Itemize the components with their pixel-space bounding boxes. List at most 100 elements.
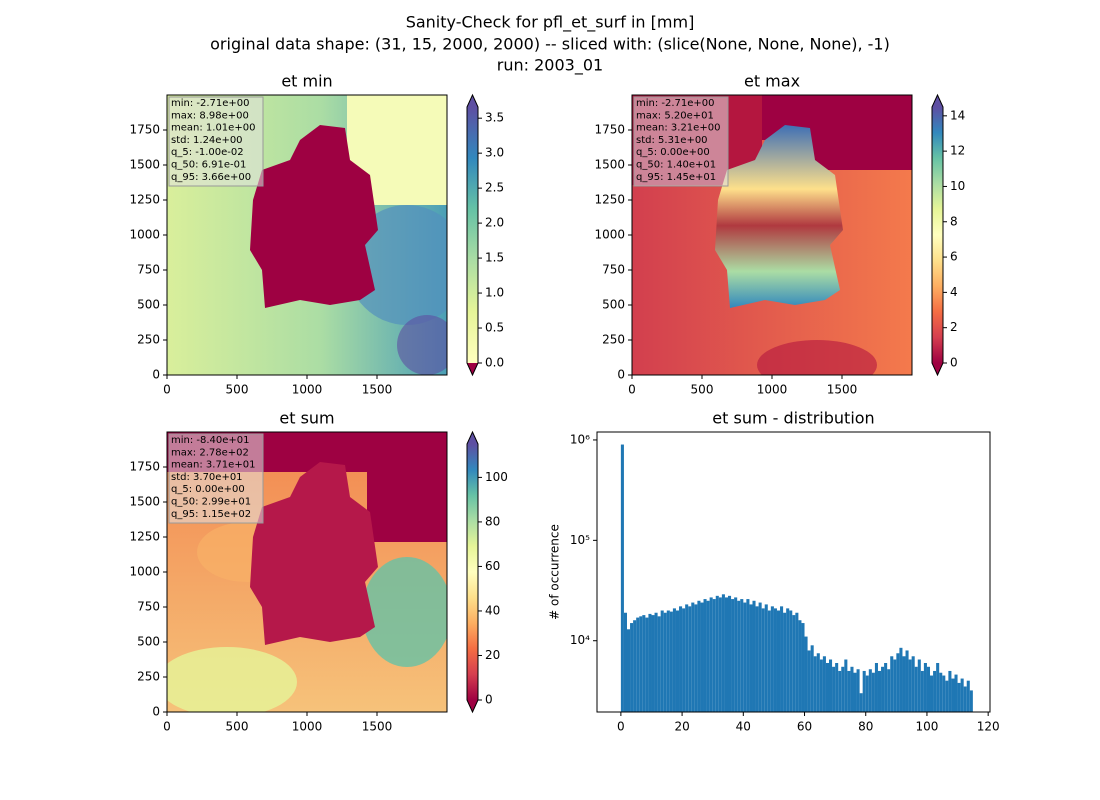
bar (715, 595, 719, 712)
bar (825, 662, 830, 712)
y-tick-label: 1000 (594, 228, 625, 242)
bar (648, 613, 652, 712)
colorbar-tick-label: 2.0 (485, 216, 504, 230)
bar (930, 675, 934, 712)
y-tick-label: 1250 (594, 193, 625, 207)
colorbar (467, 444, 478, 700)
bar (835, 662, 839, 712)
colorbar-tick-label: 12 (950, 144, 965, 158)
x-tick-label: 0 (163, 720, 171, 734)
colorbar-extend (932, 95, 943, 107)
bar (697, 600, 701, 712)
axis-title: et min (281, 72, 332, 91)
bar (954, 674, 958, 712)
bar (896, 653, 900, 712)
y-tick-label: 500 (137, 298, 160, 312)
colorbar-tick-label: 60 (485, 559, 500, 573)
x-tick-label: 1000 (292, 383, 323, 397)
bar (859, 693, 863, 712)
colorbar-tick-label: 10 (950, 179, 965, 193)
bar (874, 662, 878, 712)
bar (669, 611, 673, 712)
bar (936, 662, 940, 712)
bar (899, 647, 903, 712)
y-tick-label: 10⁶ (570, 432, 590, 446)
bar (807, 650, 811, 712)
axis-title: et sum - distribution (712, 409, 874, 428)
colorbar-extend (467, 700, 478, 712)
x-tick-label: 500 (691, 383, 714, 397)
bar (682, 608, 686, 712)
bar (801, 623, 805, 712)
stats-line: q_95: 1.15e+02 (171, 509, 251, 520)
bar (813, 656, 817, 712)
bar (816, 653, 820, 712)
bar (685, 604, 689, 712)
bar (966, 680, 970, 712)
heatmap-image (167, 95, 447, 375)
y-tick-label: 500 (137, 635, 160, 649)
colorbar-tick-label: 0.0 (485, 356, 504, 370)
bar (737, 600, 741, 712)
colorbar-extend (467, 363, 478, 375)
colorbar-extend (932, 363, 943, 375)
stats-line: q_95: 3.66e+00 (171, 172, 251, 183)
stats-line: q_50: 2.99e+01 (171, 497, 251, 508)
bar (822, 656, 826, 712)
y-tick-label: 0 (152, 368, 160, 382)
bar (660, 610, 664, 712)
x-tick-label: 0 (163, 383, 171, 397)
bar (933, 670, 937, 712)
bar (838, 670, 842, 712)
bar (633, 620, 637, 712)
bar (914, 666, 918, 712)
colorbar-tick-label: 80 (485, 514, 500, 528)
y-axis-label: # of occurrence (548, 524, 562, 620)
colorbar-tick-label: 3.5 (485, 111, 504, 125)
bar (626, 629, 631, 712)
y-tick-label: 1750 (129, 123, 160, 137)
bar (948, 670, 952, 712)
y-tick-label: 250 (137, 670, 160, 684)
y-tick-label: 1500 (594, 158, 625, 172)
x-tick-label: 0 (628, 383, 636, 397)
bar (841, 666, 845, 712)
bar (758, 602, 762, 712)
y-tick-label: 1250 (129, 193, 160, 207)
x-tick-label: 1500 (827, 383, 858, 397)
bar (786, 608, 790, 712)
bar (746, 599, 750, 712)
bar (780, 606, 784, 712)
bar (853, 672, 857, 712)
colorbar-tick-label: 1.5 (485, 251, 504, 265)
bar (645, 617, 649, 712)
bar (761, 608, 765, 712)
y-tick-label: 750 (602, 263, 625, 277)
y-tick-label: 750 (137, 263, 160, 277)
colorbar-frame (931, 93, 944, 377)
y-tick-label: 1500 (129, 158, 160, 172)
stats-line: min: -8.40e+01 (171, 435, 250, 446)
y-tick-label: 500 (602, 298, 625, 312)
bar (623, 612, 627, 712)
colorbar-frame (466, 93, 479, 377)
colorbar-tick-label: 8 (950, 214, 958, 228)
bar (850, 666, 854, 712)
bar (706, 600, 710, 712)
colorbar-tick-label: 100 (485, 470, 508, 484)
x-tick-label: 80 (858, 720, 873, 734)
y-tick-label: 1000 (129, 565, 160, 579)
y-tick-label: 1000 (129, 228, 160, 242)
bar (844, 659, 848, 712)
bar (832, 666, 836, 712)
stats-line: q_5: -1.00e-02 (171, 147, 244, 158)
stats-line: min: -2.71e+00 (636, 98, 715, 109)
bar (804, 636, 808, 712)
stats-line: std: 5.31e+00 (636, 135, 708, 146)
x-tick-label: 100 (915, 720, 938, 734)
bar (939, 672, 943, 712)
bar (773, 608, 777, 712)
bar (902, 656, 906, 712)
bar (829, 659, 833, 712)
colorbar-tick-label: 0 (950, 356, 958, 370)
